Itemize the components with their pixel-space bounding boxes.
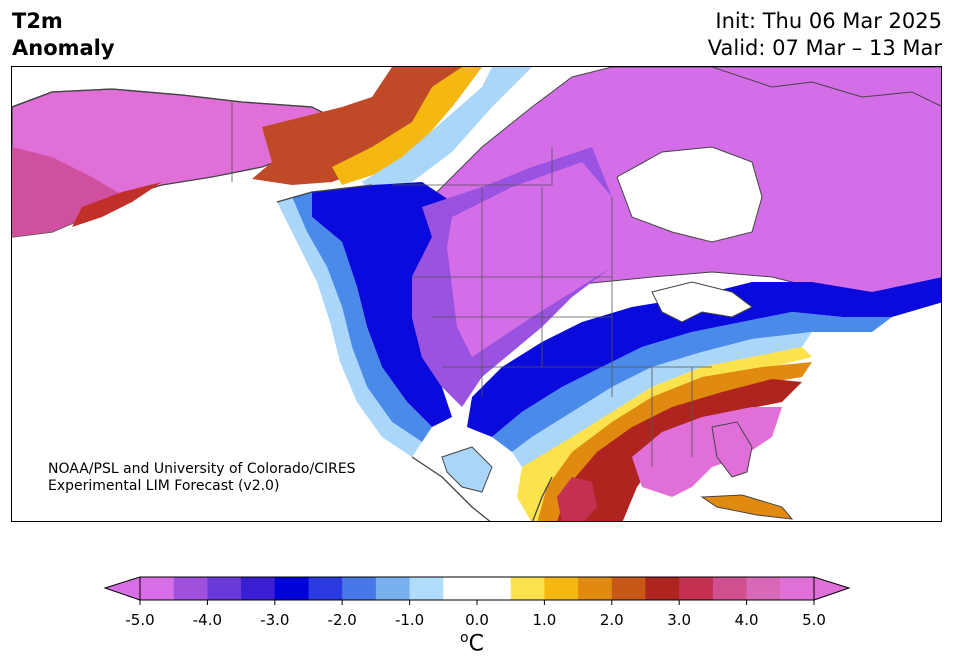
colorbar (103, 576, 851, 605)
colorbar-tick-label: -4.0 (192, 611, 223, 629)
arctic-water (711, 67, 941, 107)
map-title: T2m Anomaly (12, 8, 115, 62)
colorbar-tick-label: 1.0 (532, 611, 557, 629)
southeast-pink (632, 407, 782, 497)
colorbar-ticks (139, 600, 815, 605)
texas-core (557, 477, 597, 521)
credit-line-1: NOAA/PSL and University of Colorado/CIRE… (48, 461, 356, 477)
alaska-south-pink (12, 147, 122, 237)
title-line-1: T2m (12, 9, 63, 33)
colorbar-tick-label: 3.0 (667, 611, 692, 629)
colorbar-swatch (611, 577, 646, 600)
colorbar-under-arrow (103, 576, 141, 601)
alaska-coast-red (72, 182, 162, 227)
colorbar-swatch (308, 577, 343, 600)
colorbar-swatch (342, 577, 377, 600)
colorbar-swatch (510, 577, 545, 600)
cuba (700, 494, 794, 520)
colorbar-swatch (274, 577, 309, 600)
colorbar-swatch (578, 577, 613, 600)
forecast-dates: Init: Thu 06 Mar 2025 Valid: 07 Mar – 13… (708, 8, 942, 62)
great-lakes (651, 281, 753, 323)
colorbar-swatch (443, 577, 478, 600)
central-us-light-band (492, 312, 892, 452)
colorbar-tick-label: -2.0 (327, 611, 357, 629)
coastline (12, 88, 553, 521)
colorbar-swatch (544, 577, 579, 600)
florida (711, 421, 753, 478)
cold-band-outer-west (292, 192, 432, 442)
colorbar-swatch (140, 577, 175, 600)
baja-light-blue (441, 446, 493, 493)
yukon-light-band (362, 67, 532, 192)
colorbar-unit: oC (460, 630, 484, 656)
colorbar-swatch (746, 577, 781, 600)
cold-band-edge-west (277, 197, 422, 457)
yukon-warm-band (252, 67, 482, 185)
colorbar-over-arrow (813, 576, 851, 601)
colorbar-swatch (679, 577, 714, 600)
colorbar-swatch (780, 577, 815, 600)
colorbar-swatch (645, 577, 680, 600)
title-line-2: Anomaly (12, 36, 115, 60)
colorbar-swatch (477, 577, 512, 600)
western-us-magenta (447, 162, 612, 357)
yukon-yellow-band (332, 67, 482, 185)
colorbar-swatch (375, 577, 411, 600)
init-date: Init: Thu 06 Mar 2025 (715, 9, 942, 33)
colorbar-swatches (140, 577, 815, 600)
hudson-bay (616, 146, 763, 243)
central-us-lightest-band (512, 332, 812, 467)
southeast-red (557, 379, 802, 521)
colorbar-swatch (207, 577, 242, 600)
colorbar-tick-label: 0.0 (465, 611, 489, 629)
colorbar-swatch (241, 577, 276, 600)
credit-line-2: Experimental LIM Forecast (v2.0) (48, 478, 280, 494)
colorbar-tick-label: -3.0 (260, 611, 290, 629)
colorbar-tick-label: -5.0 (125, 611, 155, 629)
unit-degree: o (460, 630, 469, 646)
anomaly-map (11, 66, 942, 522)
colorbar-swatch (409, 577, 444, 600)
cold-band-west (312, 182, 452, 427)
credit-text: NOAA/PSL and University of Colorado/CIRE… (48, 461, 356, 495)
colorbar-tick-label: 4.0 (734, 611, 759, 629)
colorbar-tick-label: 2.0 (599, 611, 624, 629)
map-canvas (12, 67, 941, 521)
political-boundaries (231, 102, 712, 467)
colorbar-tick-label: 5.0 (802, 611, 826, 629)
colorbar-swatch (173, 577, 208, 600)
colorbar-swatch (712, 577, 748, 600)
colorbar-tick-label: -1.0 (394, 611, 425, 629)
unit-letter: C (468, 631, 484, 657)
valid-date: Valid: 07 Mar – 13 Mar (707, 36, 942, 60)
